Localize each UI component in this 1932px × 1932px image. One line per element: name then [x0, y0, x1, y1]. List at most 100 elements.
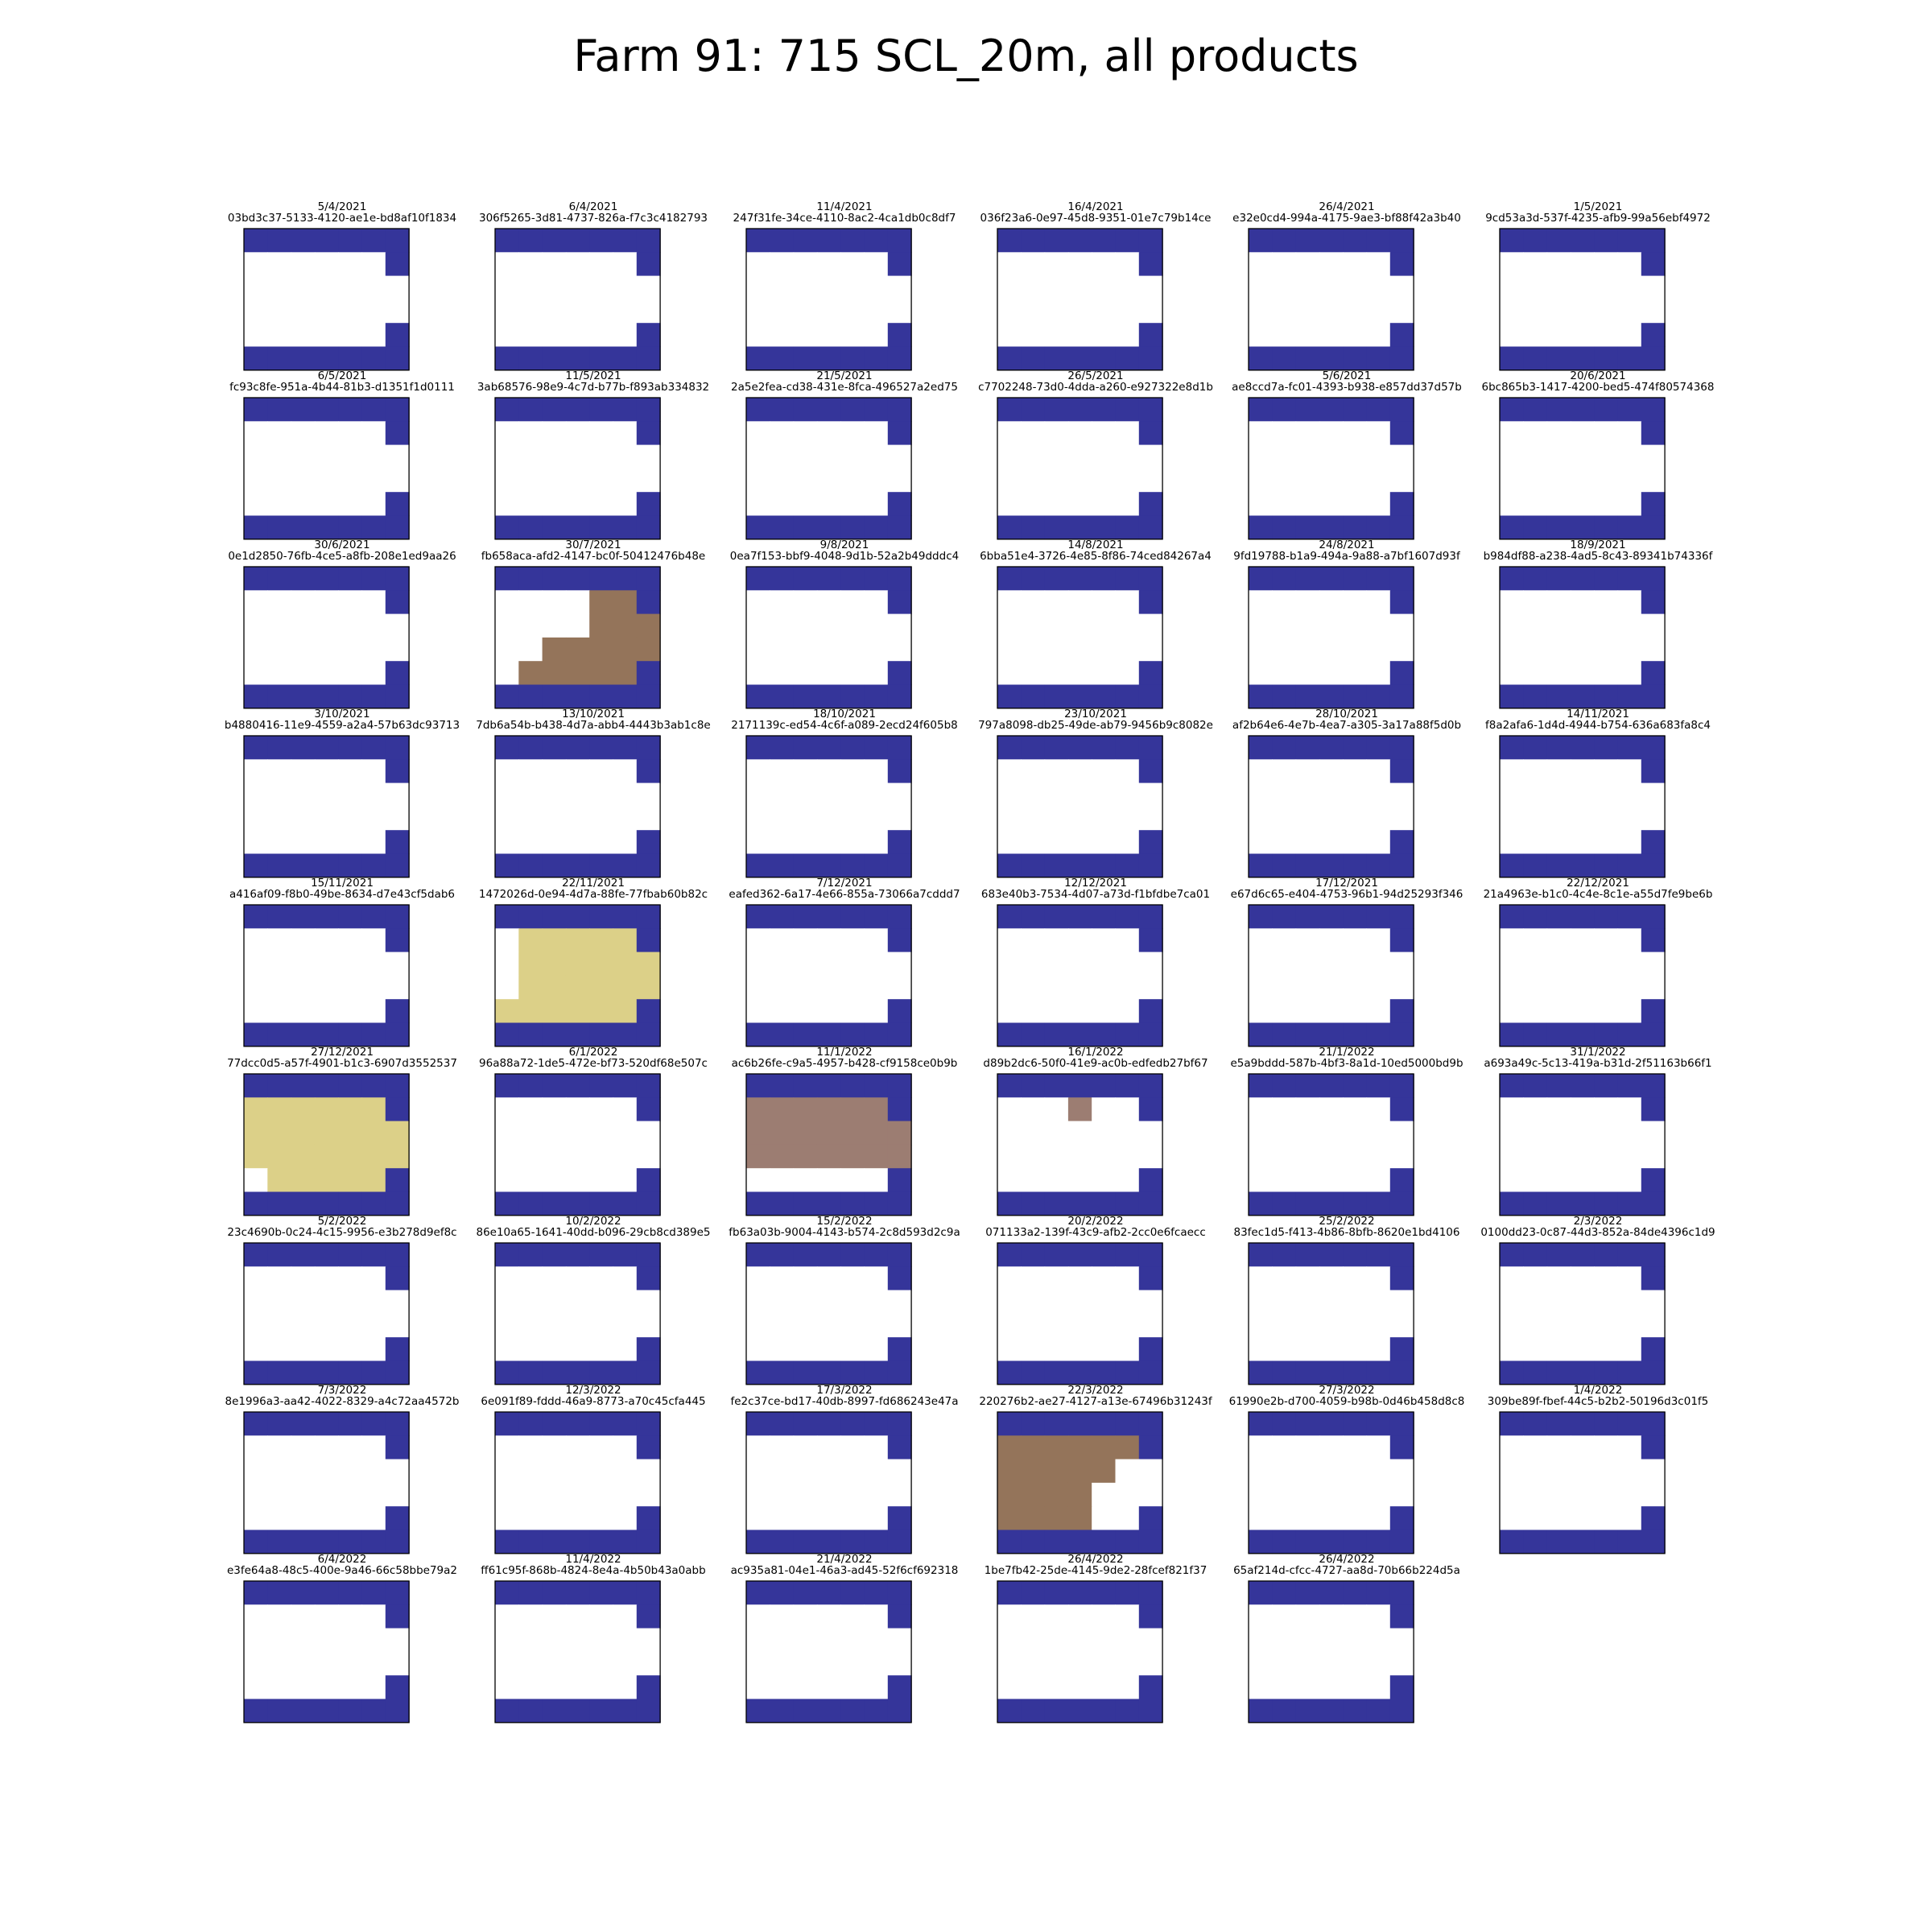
- scl-cell: [1343, 444, 1368, 469]
- scl-cell: [1115, 1290, 1140, 1315]
- scl-cell: [997, 1144, 1022, 1169]
- scl-cell: [793, 1699, 818, 1724]
- scl-cell: [291, 1412, 316, 1436]
- panel-date: 14/11/2021: [1567, 708, 1629, 720]
- scl-cell: [1138, 684, 1163, 709]
- scl-cell: [1389, 1412, 1414, 1436]
- scl-cell: [1343, 1144, 1368, 1169]
- scl-cell: [495, 1121, 519, 1146]
- scl-cell: [1249, 1628, 1273, 1653]
- scl-cell: [770, 323, 795, 348]
- scl-cell: [770, 444, 795, 469]
- scl-cell: [495, 952, 519, 976]
- scl-cell: [542, 515, 567, 540]
- panel-date: 26/4/2021: [1319, 200, 1375, 213]
- panel-product-id: ac6b26fe-c9a5-4957-b428-cf9158ce0b9b: [731, 1057, 958, 1070]
- scl-cell: [793, 1266, 818, 1291]
- panel-product-id: 9cd53a3d-537f-4235-afb9-99a56ebf4972: [1485, 212, 1711, 225]
- scl-cell: [518, 637, 543, 662]
- panel-product-id: 83fec1d5-f413-4b86-8bfb-8620e1bd4106: [1233, 1226, 1460, 1239]
- scl-cell: [887, 1412, 912, 1436]
- scl-cell: [816, 299, 841, 324]
- scl-raster: [1499, 1411, 1666, 1554]
- panel-product-id: f8a2afa6-1d4d-4944-b754-636a683fa8c4: [1484, 719, 1711, 732]
- scl-cell: [1319, 1144, 1344, 1169]
- scl-cell: [636, 1290, 661, 1315]
- panel-date: 22/12/2021: [1567, 877, 1629, 890]
- scl-cell: [267, 736, 292, 760]
- scl-cell: [1092, 853, 1117, 878]
- panel-product-id: 071133a2-139f-43c9-afb2-2cc0e6fcaecc: [985, 1226, 1206, 1239]
- scl-cell: [385, 1168, 410, 1193]
- scl-cell: [1366, 421, 1391, 446]
- scl-cell: [1138, 1168, 1163, 1193]
- scl-cell: [1249, 1435, 1273, 1460]
- scl-raster: [243, 904, 410, 1047]
- scl-cell: [385, 1604, 410, 1629]
- panel-date: 17/3/2022: [816, 1384, 873, 1397]
- scl-cell: [1366, 806, 1391, 831]
- scl-cell: [1594, 830, 1619, 855]
- axes-frame: [745, 735, 912, 878]
- scl-cell: [1641, 398, 1666, 422]
- scl-cell: [291, 1337, 316, 1362]
- scl-cell: [1138, 229, 1163, 253]
- scl-cell: [840, 661, 865, 686]
- scl-cell: [1570, 661, 1595, 686]
- scl-raster: [997, 1073, 1163, 1216]
- scl-cell: [613, 1074, 638, 1098]
- scl-cell: [1138, 590, 1163, 615]
- scl-raster: [745, 735, 912, 878]
- scl-cell: [1272, 1313, 1297, 1338]
- scl-cell: [1092, 1074, 1117, 1098]
- scl-cell: [565, 1651, 590, 1676]
- scl-cell: [840, 1074, 865, 1098]
- scl-raster: [243, 1411, 410, 1554]
- scl-cell: [495, 1337, 519, 1362]
- scl-cell: [1523, 1459, 1548, 1484]
- scl-cell: [636, 759, 661, 784]
- scl-cell: [1021, 1074, 1046, 1098]
- panel-date: 26/4/2022: [1319, 1553, 1375, 1566]
- scl-cell: [1092, 806, 1117, 831]
- scl-cell: [1115, 661, 1140, 686]
- scl-cell: [770, 515, 795, 540]
- scl-cell: [518, 229, 543, 253]
- scl-cell: [1115, 252, 1140, 277]
- scl-cell: [244, 613, 268, 638]
- scl-cell: [636, 853, 661, 878]
- scl-cell: [589, 1435, 614, 1460]
- scl-cell: [589, 229, 614, 253]
- scl-cell: [1115, 975, 1140, 1000]
- panel: 17/12/2021 e67d6c65-e404-4753-96b1-94d252…: [1210, 877, 1484, 1169]
- scl-cell: [1249, 468, 1273, 493]
- scl-cell: [385, 661, 410, 686]
- scl-cell: [291, 1074, 316, 1098]
- scl-cell: [1523, 590, 1548, 615]
- scl-cell: [1366, 1581, 1391, 1605]
- scl-cell: [495, 346, 519, 371]
- scl-cell: [314, 928, 339, 953]
- scl-cell: [589, 1651, 614, 1676]
- panel: 23/10/2021 797a8098-db25-49de-ab79-9456b9…: [959, 708, 1232, 1000]
- panel-product-id: 0ea7f153-bbf9-4048-9d1b-52a2b49dddc4: [729, 550, 960, 563]
- scl-cell: [1617, 252, 1642, 277]
- scl-cell: [793, 515, 818, 540]
- scl-cell: [1092, 1675, 1117, 1700]
- scl-cell: [746, 1506, 770, 1531]
- scl-cell: [244, 1266, 268, 1291]
- panel-product-id: 61990e2b-d700-4059-b98b-0d46b458d8c8: [1228, 1395, 1465, 1408]
- scl-cell: [1044, 515, 1069, 540]
- scl-cell: [1389, 444, 1414, 469]
- scl-cell: [1249, 444, 1273, 469]
- scl-cell: [613, 590, 638, 615]
- scl-cell: [361, 999, 386, 1024]
- scl-cell: [1343, 1699, 1368, 1724]
- scl-cell: [1500, 567, 1524, 591]
- scl-cell: [840, 736, 865, 760]
- scl-cell: [1092, 229, 1117, 253]
- scl-cell: [1138, 1459, 1163, 1484]
- scl-cell: [1067, 1604, 1092, 1629]
- scl-cell: [636, 1581, 661, 1605]
- scl-cell: [542, 1699, 567, 1724]
